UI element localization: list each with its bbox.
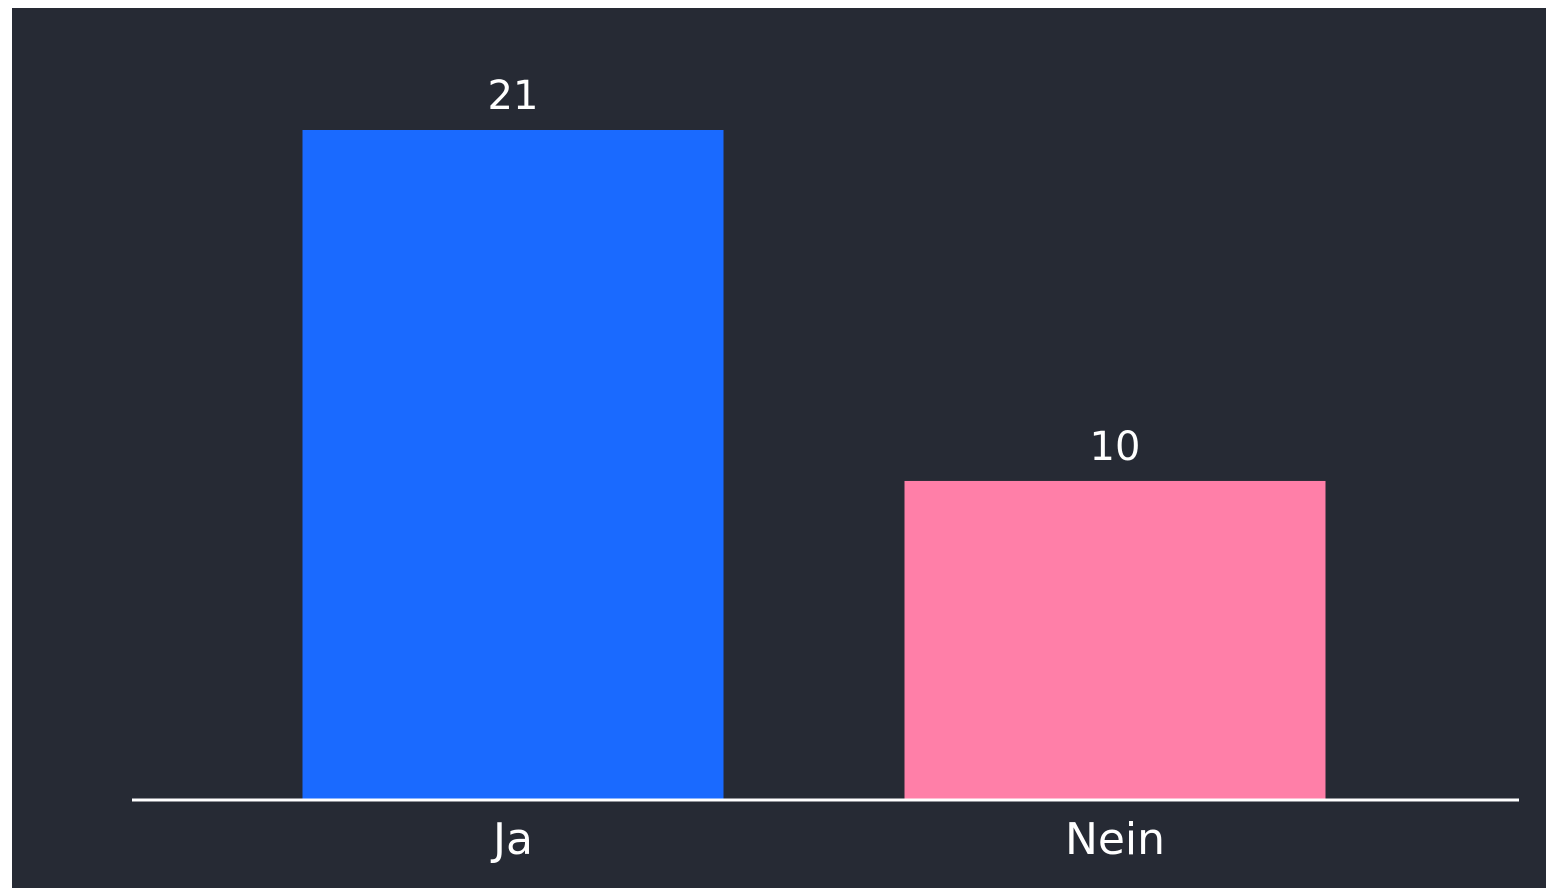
bar xyxy=(302,130,724,799)
x-tick-label: Nein xyxy=(1065,814,1165,865)
bar xyxy=(904,480,1326,799)
x-tick-label: Ja xyxy=(490,814,533,865)
value-label: 21 xyxy=(488,73,539,119)
value-label: 10 xyxy=(1090,424,1141,470)
